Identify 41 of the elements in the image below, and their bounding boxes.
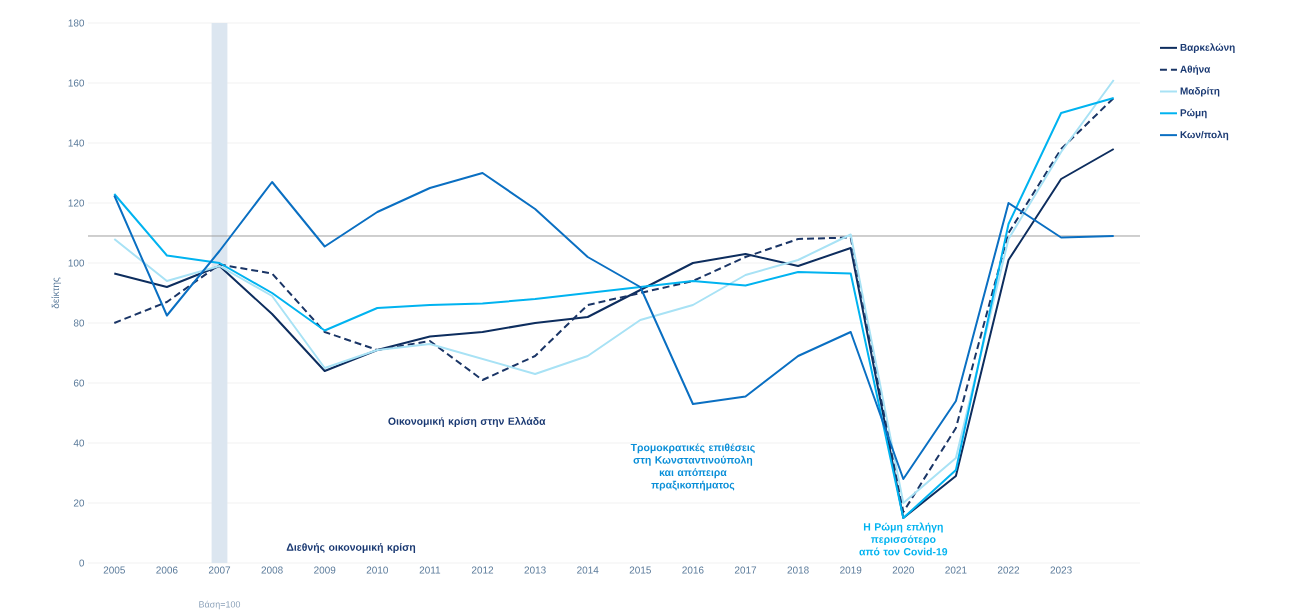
x-tick-label: 2006 xyxy=(156,566,178,574)
annotation: Διεθνής οικονομική κρίση xyxy=(286,543,416,553)
x-tick-label: 2008 xyxy=(261,566,283,574)
x-tick-label: 2020 xyxy=(892,566,914,574)
y-tick-label: 100 xyxy=(68,259,85,267)
legend-label: Μαδρίτη xyxy=(1180,87,1220,97)
y-tick-label: 120 xyxy=(68,199,85,207)
y-tick-label: 0 xyxy=(79,559,85,567)
legend-label: Αθήνα xyxy=(1180,65,1211,75)
legend-label: Βαρκελώνη xyxy=(1180,43,1235,53)
line-series xyxy=(113,172,1115,480)
annotation: Η Ρώμη επλήγη περισσότερο από τον Covid-19 xyxy=(859,522,948,556)
annotation: Οικονομική κρίση στην Ελλάδα xyxy=(388,416,546,428)
x-tick-label: 2017 xyxy=(734,566,757,574)
legend-label: Κων/πολη xyxy=(1180,130,1229,141)
x-tick-label: 2010 xyxy=(366,566,388,574)
y-tick-label: 180 xyxy=(68,19,85,27)
x-tick-label: 2018 xyxy=(787,566,809,574)
y-axis-title: δείκτης xyxy=(51,277,62,309)
x-tick-label: 2022 xyxy=(997,566,1020,574)
y-tick-label: 20 xyxy=(73,499,85,507)
x-tick-label: 2009 xyxy=(314,566,336,574)
x-tick-label: 2013 xyxy=(524,566,546,574)
annotation: Τρομοκρατικές επιθέσεις στη Κωνσταντινούπολη και απόπειρα πραξικοπήματος xyxy=(630,443,755,491)
x-tick-label: 2019 xyxy=(840,566,862,574)
x-tick-label: 2015 xyxy=(629,566,651,574)
x-tick-label: 2014 xyxy=(577,566,599,574)
x-tick-label: 2021 xyxy=(945,566,967,574)
x-tick-label: 2005 xyxy=(103,566,125,574)
y-tick-label: 140 xyxy=(68,139,85,147)
y-tick-label: 80 xyxy=(73,319,85,327)
y-tick-label: 40 xyxy=(73,439,85,447)
x-tick-label: 2011 xyxy=(419,566,441,574)
x-tick-label: 2023 xyxy=(1050,566,1072,574)
x-tick-label: 2007 xyxy=(208,566,231,574)
text: Βάση=100 xyxy=(199,600,241,610)
y-tick-label: 160 xyxy=(68,79,85,87)
x-tick-label: 2016 xyxy=(682,566,704,574)
y-tick-label: 60 xyxy=(73,379,85,387)
legend-label: Ρώμη xyxy=(1180,108,1207,119)
x-tick-label: 2012 xyxy=(471,566,494,574)
